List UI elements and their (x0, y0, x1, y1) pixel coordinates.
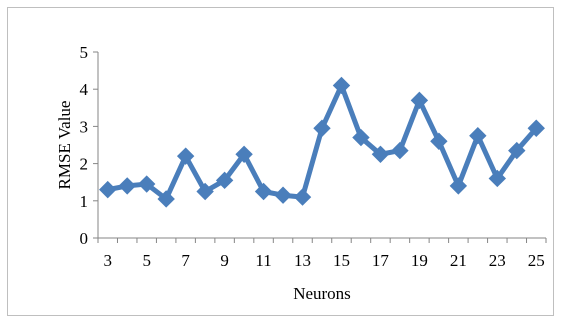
x-tick-label: 13 (294, 251, 311, 270)
x-tick-label: 21 (450, 251, 467, 270)
y-tick-label: 5 (80, 43, 89, 62)
data-point-marker (332, 76, 351, 95)
data-point-marker (508, 141, 526, 160)
data-point-marker (157, 190, 175, 208)
data-point-marker (449, 177, 468, 195)
x-tick-label: 3 (103, 251, 112, 270)
data-point-marker (137, 175, 156, 193)
x-tick-label: 7 (181, 251, 190, 270)
data-point-marker (118, 177, 136, 195)
x-tick-label: 23 (489, 251, 506, 270)
data-point-marker (274, 186, 292, 204)
data-point-marker (469, 126, 487, 145)
x-tick-label: 17 (372, 251, 390, 270)
data-point-marker (430, 132, 448, 150)
data-point-marker (527, 119, 545, 137)
x-tick-label: 9 (220, 251, 229, 270)
data-point-marker (293, 188, 312, 206)
x-tick-label: 15 (333, 251, 350, 270)
y-tick-label: 4 (80, 80, 89, 99)
data-point-marker (215, 171, 234, 190)
data-point-marker (410, 91, 429, 110)
x-tick-label: 19 (411, 251, 428, 270)
data-point-marker (235, 145, 253, 164)
y-tick-label: 1 (80, 192, 89, 211)
data-point-marker (254, 182, 273, 201)
data-point-marker (176, 147, 195, 165)
series-line (107, 82, 539, 202)
x-tick-label: 5 (142, 251, 151, 270)
x-axis-title: Neurons (293, 284, 351, 303)
y-tick-label: 2 (80, 155, 89, 174)
data-point-marker (391, 141, 409, 160)
data-point-marker (371, 145, 390, 164)
data-point-marker (352, 128, 370, 147)
y-axis-title: RMSE Value (55, 101, 74, 190)
data-point-marker (488, 169, 507, 188)
data-point-marker (99, 180, 117, 199)
x-tick-label: 25 (528, 251, 545, 270)
y-tick-label: 3 (80, 117, 89, 136)
x-tick-label: 11 (255, 251, 271, 270)
data-point-marker (196, 182, 214, 201)
data-point-marker (313, 119, 331, 137)
y-tick-label: 0 (80, 229, 89, 248)
